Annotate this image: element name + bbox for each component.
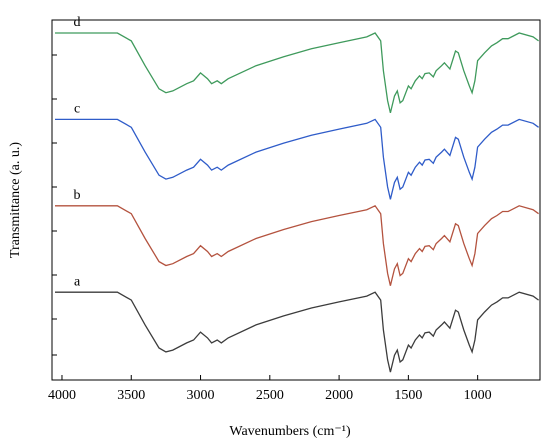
x-axis-label: Wavenumbers (cm⁻¹) (229, 424, 351, 439)
x-tick-label: 3500 (117, 388, 145, 403)
series-label: a (74, 274, 81, 289)
x-tick-label: 2500 (256, 388, 284, 403)
series-label: b (74, 188, 81, 203)
y-axis-ticks (52, 54, 57, 356)
spectrum-line (55, 32, 539, 114)
x-tick-label: 1000 (464, 388, 492, 403)
series-label: d (74, 15, 81, 30)
x-tick-label: 3000 (187, 388, 215, 403)
spectrum-line (55, 291, 539, 373)
y-axis-label: Transmittance (a. u.) (8, 142, 23, 258)
x-tick-label: 4000 (48, 388, 76, 403)
spectrum-line (55, 204, 539, 286)
x-tick-label: 2000 (325, 388, 353, 403)
plot-frame (51, 19, 541, 381)
series-label: c (74, 102, 80, 117)
spectrum-line (55, 118, 539, 200)
x-tick-label: 1500 (394, 388, 422, 403)
